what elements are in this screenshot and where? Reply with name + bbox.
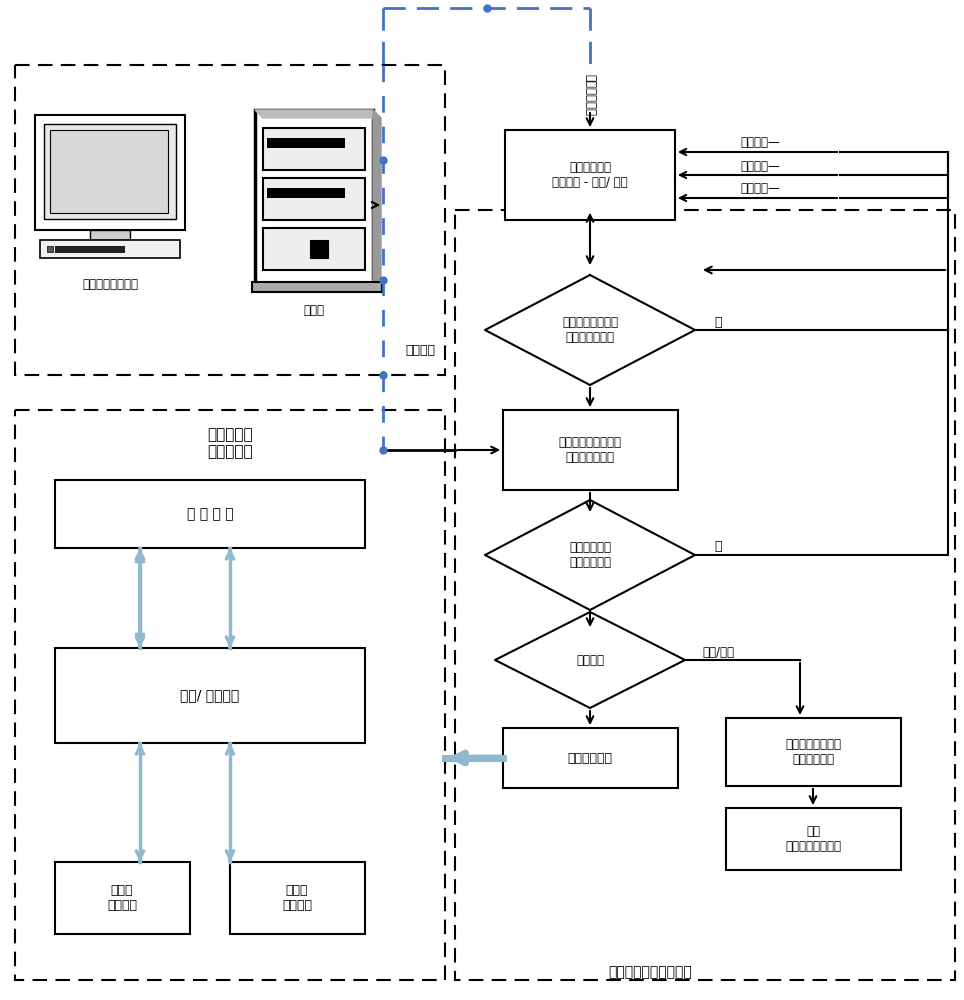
- Bar: [47, 246, 53, 252]
- Bar: [55, 480, 365, 548]
- Text: 故障注入指令
通讯校验判别: 故障注入指令 通讯校验判别: [569, 541, 611, 569]
- Bar: [267, 138, 345, 148]
- Bar: [503, 728, 678, 788]
- Text: 地面使能—: 地面使能—: [740, 182, 780, 196]
- Bar: [455, 210, 955, 980]
- Text: 执行故障注入: 执行故障注入: [568, 752, 612, 764]
- Polygon shape: [255, 110, 381, 118]
- Text: 否: 否: [714, 316, 722, 328]
- Bar: [15, 410, 445, 980]
- Polygon shape: [373, 110, 381, 293]
- Bar: [90, 230, 130, 240]
- Bar: [503, 410, 678, 490]
- Bar: [255, 110, 373, 285]
- Text: 服务器: 服务器: [304, 304, 325, 316]
- Text: 机轮承载—: 机轮承载—: [740, 159, 780, 172]
- Bar: [44, 124, 176, 219]
- Text: 余度计算机
通道主程序: 余度计算机 通道主程序: [207, 427, 253, 459]
- Bar: [726, 718, 901, 786]
- Bar: [505, 130, 675, 220]
- Bar: [40, 240, 180, 258]
- Bar: [35, 115, 185, 230]
- Bar: [726, 808, 901, 870]
- Text: 中断处理程序: 中断处理程序: [583, 74, 597, 116]
- Text: 故障注入中断
联锁控制 - 使能/ 屏蔽: 故障注入中断 联锁控制 - 使能/ 屏蔽: [552, 161, 628, 189]
- Bar: [263, 118, 381, 293]
- Text: 故障注入交互终端: 故障注入交互终端: [82, 278, 138, 292]
- Bar: [55, 648, 365, 743]
- Bar: [310, 240, 328, 258]
- Text: 否: 否: [714, 540, 722, 554]
- Bar: [230, 862, 365, 934]
- Text: 物理层
数据输出: 物理层 数据输出: [282, 884, 312, 912]
- Text: 故障注入中断处理程序: 故障注入中断处理程序: [608, 965, 692, 979]
- Bar: [50, 130, 168, 213]
- Text: 中断使能—: 中断使能—: [740, 136, 780, 149]
- Bar: [15, 65, 445, 375]
- Bar: [55, 862, 190, 934]
- Text: 无效/退出: 无效/退出: [702, 646, 734, 658]
- Text: 退出
故障注入中断服务: 退出 故障注入中断服务: [785, 825, 841, 853]
- Text: 指令识别: 指令识别: [576, 654, 604, 666]
- Bar: [252, 282, 382, 292]
- Bar: [263, 228, 365, 270]
- Bar: [267, 188, 345, 198]
- Text: 通过调试通讯端口
输出退出指示: 通过调试通讯端口 输出退出指示: [785, 738, 841, 766]
- Text: 判别故障注入联锁
硬条件是否满足: 判别故障注入联锁 硬条件是否满足: [562, 316, 618, 344]
- Bar: [263, 178, 365, 220]
- Text: 应 用 程 序: 应 用 程 序: [187, 507, 233, 521]
- Text: 数据/ 参数区域: 数据/ 参数区域: [180, 688, 240, 702]
- Text: 物理层
数据采样: 物理层 数据采样: [107, 884, 137, 912]
- Text: 通过调试通讯端口接
收故障注入指令: 通过调试通讯端口接 收故障注入指令: [558, 436, 622, 464]
- Bar: [55, 246, 125, 253]
- Bar: [263, 128, 365, 170]
- Text: 通讯连接: 通讯连接: [405, 344, 435, 357]
